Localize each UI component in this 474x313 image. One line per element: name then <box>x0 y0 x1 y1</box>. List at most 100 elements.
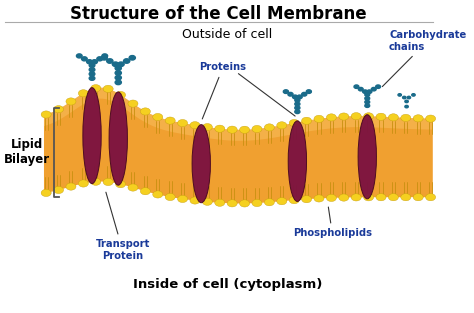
Circle shape <box>165 193 175 201</box>
Circle shape <box>54 105 64 113</box>
Circle shape <box>402 96 406 99</box>
Circle shape <box>178 195 188 203</box>
Circle shape <box>91 85 101 92</box>
Circle shape <box>376 194 386 201</box>
Circle shape <box>407 96 410 99</box>
Circle shape <box>301 117 311 124</box>
Circle shape <box>351 113 361 120</box>
Ellipse shape <box>83 88 101 184</box>
Circle shape <box>295 102 300 106</box>
Circle shape <box>252 126 262 133</box>
Ellipse shape <box>192 125 210 203</box>
Circle shape <box>339 194 349 201</box>
Circle shape <box>376 113 386 121</box>
Circle shape <box>227 126 237 133</box>
Circle shape <box>289 197 299 204</box>
Text: Transport
Protein: Transport Protein <box>95 192 150 261</box>
Circle shape <box>41 189 51 197</box>
Circle shape <box>140 187 150 195</box>
Circle shape <box>76 54 82 58</box>
Circle shape <box>364 194 374 201</box>
Circle shape <box>116 181 126 188</box>
Circle shape <box>426 194 436 201</box>
Circle shape <box>41 111 51 118</box>
Text: Carbohydrate
chains: Carbohydrate chains <box>383 30 466 87</box>
Circle shape <box>215 199 225 206</box>
Circle shape <box>239 126 250 133</box>
Circle shape <box>365 97 370 100</box>
Circle shape <box>103 178 113 186</box>
Circle shape <box>295 110 300 114</box>
Circle shape <box>314 195 324 202</box>
Circle shape <box>153 113 163 121</box>
Circle shape <box>92 60 98 64</box>
Circle shape <box>292 95 298 99</box>
Circle shape <box>66 183 76 190</box>
Circle shape <box>314 115 324 122</box>
Ellipse shape <box>358 115 376 199</box>
Circle shape <box>124 59 130 63</box>
Circle shape <box>215 125 225 132</box>
Circle shape <box>301 92 307 96</box>
Circle shape <box>78 90 88 97</box>
Circle shape <box>118 62 124 66</box>
Circle shape <box>91 178 101 185</box>
Circle shape <box>66 98 76 105</box>
Circle shape <box>115 75 121 80</box>
Circle shape <box>358 87 363 91</box>
Circle shape <box>327 114 337 121</box>
Circle shape <box>115 71 121 75</box>
Circle shape <box>371 87 376 91</box>
Circle shape <box>295 106 300 110</box>
Text: Phospholipids: Phospholipids <box>293 207 372 239</box>
Circle shape <box>82 57 87 61</box>
Circle shape <box>277 198 287 205</box>
Circle shape <box>426 115 436 122</box>
Circle shape <box>365 104 370 107</box>
Circle shape <box>364 113 374 120</box>
Circle shape <box>401 194 411 201</box>
Circle shape <box>401 114 411 121</box>
Circle shape <box>297 95 302 99</box>
Circle shape <box>153 191 163 198</box>
Circle shape <box>306 90 311 94</box>
Circle shape <box>398 94 401 96</box>
Circle shape <box>89 68 95 72</box>
Circle shape <box>128 100 138 107</box>
Circle shape <box>295 98 300 102</box>
Circle shape <box>412 94 415 96</box>
Circle shape <box>365 100 370 104</box>
Circle shape <box>89 72 95 76</box>
Circle shape <box>54 187 64 194</box>
Polygon shape <box>44 88 433 203</box>
Circle shape <box>103 85 113 92</box>
Ellipse shape <box>109 92 128 185</box>
Circle shape <box>140 108 150 115</box>
Ellipse shape <box>288 121 307 202</box>
Circle shape <box>388 114 399 121</box>
Circle shape <box>107 59 113 63</box>
Circle shape <box>365 93 370 96</box>
Circle shape <box>165 117 175 124</box>
Circle shape <box>202 198 212 205</box>
Circle shape <box>190 122 200 129</box>
Circle shape <box>227 200 237 207</box>
Text: Structure of the Cell Membrane: Structure of the Cell Membrane <box>71 5 367 23</box>
Circle shape <box>289 120 299 127</box>
Circle shape <box>97 57 102 61</box>
Circle shape <box>351 194 361 201</box>
Circle shape <box>129 56 136 60</box>
Circle shape <box>339 113 349 120</box>
Circle shape <box>202 124 212 131</box>
Circle shape <box>363 90 367 93</box>
Circle shape <box>264 124 274 131</box>
Circle shape <box>78 180 88 187</box>
Circle shape <box>101 56 107 60</box>
Circle shape <box>277 122 287 129</box>
Circle shape <box>388 194 399 201</box>
Polygon shape <box>44 88 433 141</box>
Circle shape <box>264 199 274 206</box>
Circle shape <box>283 90 289 94</box>
Circle shape <box>301 196 311 203</box>
Circle shape <box>354 85 359 88</box>
